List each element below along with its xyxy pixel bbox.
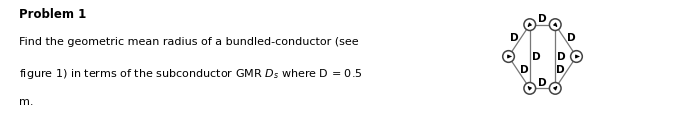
Text: D: D	[510, 33, 518, 43]
Circle shape	[570, 51, 582, 63]
Text: m.: m.	[19, 96, 34, 106]
Circle shape	[524, 20, 536, 31]
Text: D: D	[538, 14, 547, 24]
Circle shape	[503, 51, 514, 63]
Text: Problem 1: Problem 1	[19, 8, 86, 21]
Text: Find the geometric mean radius of a bundled-conductor (see: Find the geometric mean radius of a bund…	[19, 36, 359, 46]
Circle shape	[524, 83, 536, 94]
Circle shape	[550, 20, 561, 31]
Text: D: D	[520, 64, 528, 74]
Circle shape	[550, 83, 561, 94]
Text: figure 1) in terms of the subconductor GMR $D_s$ where D = 0.5: figure 1) in terms of the subconductor G…	[19, 66, 363, 80]
Text: D: D	[556, 64, 565, 74]
Text: D: D	[532, 52, 540, 62]
Text: D: D	[538, 77, 547, 87]
Text: D: D	[567, 33, 575, 43]
Text: D: D	[557, 52, 566, 62]
